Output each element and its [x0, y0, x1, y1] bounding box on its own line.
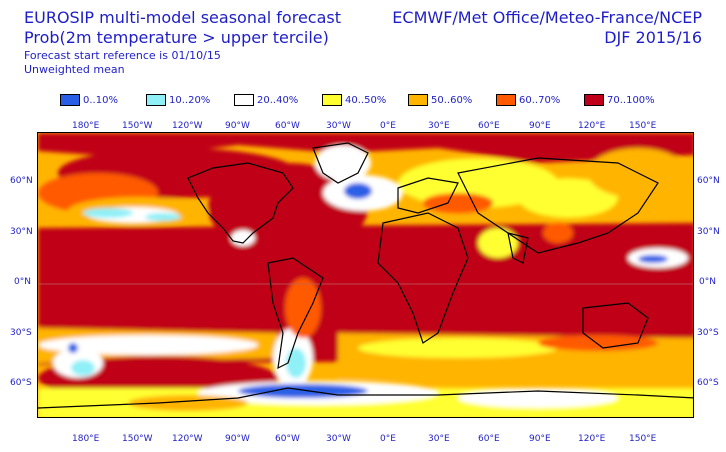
lat-label: 60°S [697, 378, 719, 388]
lon-label: 90°W [225, 121, 250, 131]
lon-label: 150°E [629, 121, 657, 131]
legend-swatch [322, 94, 342, 106]
lon-label: 0°E [380, 434, 396, 444]
lat-label: 30°S [697, 328, 719, 338]
lon-label: 60°E [478, 434, 500, 444]
lon-label: 30°E [428, 434, 450, 444]
season-label: DJF 2015/16 [604, 28, 702, 47]
legend-item-0: 0..10% [60, 92, 118, 108]
lon-label: 90°E [529, 121, 551, 131]
lon-label: 30°W [326, 434, 351, 444]
legend-item-6: 70..100% [584, 92, 655, 108]
coastlines [38, 142, 693, 409]
legend-label: 40..50% [345, 94, 387, 106]
lon-label: 90°E [529, 434, 551, 444]
title-line1: EUROSIP multi-model seasonal forecast [24, 8, 341, 27]
lon-label: 150°E [629, 434, 657, 444]
lon-label: 150°W [122, 434, 153, 444]
lon-label: 120°W [172, 121, 203, 131]
lon-label: 60°W [275, 434, 300, 444]
lon-label: 60°W [275, 121, 300, 131]
legend-label: 60..70% [519, 94, 561, 106]
legend-label: 0..10% [83, 94, 118, 106]
legend-label: 10..20% [169, 94, 211, 106]
legend-label: 70..100% [607, 94, 655, 106]
mean-type: Unweighted mean [24, 63, 125, 76]
lon-label: 150°W [122, 121, 153, 131]
lon-label: 30°E [428, 121, 450, 131]
legend-label: 20..40% [257, 94, 299, 106]
lon-label: 120°E [578, 121, 606, 131]
legend-swatch [234, 94, 254, 106]
map-svg [38, 133, 693, 417]
legend-swatch [60, 94, 80, 106]
legend-label: 50..60% [431, 94, 473, 106]
start-reference: Forecast start reference is 01/10/15 [24, 49, 221, 62]
lat-label: 30°N [10, 227, 33, 237]
lon-label: 180°E [72, 434, 100, 444]
legend-item-4: 50..60% [408, 92, 472, 108]
lon-label: 90°W [225, 434, 250, 444]
probability-map [37, 132, 694, 418]
legend-item-2: 20..40% [234, 92, 298, 108]
legend-swatch [584, 94, 604, 106]
lon-label: 30°W [326, 121, 351, 131]
lat-label: 0°N [14, 277, 31, 287]
lon-label: 120°E [578, 434, 606, 444]
centres-label: ECMWF/Met Office/Meteo-France/NCEP [392, 8, 702, 27]
lat-label: 60°S [10, 378, 32, 388]
lat-label: 30°N [697, 227, 720, 237]
lat-label: 0°N [699, 277, 716, 287]
legend-swatch [496, 94, 516, 106]
lon-label: 0°E [380, 121, 396, 131]
lat-label: 30°S [10, 328, 32, 338]
legend-item-3: 40..50% [322, 92, 386, 108]
lon-label: 120°W [172, 434, 203, 444]
legend-item-1: 10..20% [146, 92, 210, 108]
lon-label: 60°E [478, 121, 500, 131]
probability-fields [38, 133, 693, 417]
lon-label: 180°E [72, 121, 100, 131]
lat-label: 60°N [10, 176, 33, 186]
legend-swatch [408, 94, 428, 106]
lat-label: 60°N [697, 176, 720, 186]
legend: 0..10% 10..20% 20..40% 40..50% 50..60% 6… [60, 92, 680, 108]
legend-item-5: 60..70% [496, 92, 560, 108]
legend-swatch [146, 94, 166, 106]
title-line2: Prob(2m temperature > upper tercile) [24, 28, 329, 47]
